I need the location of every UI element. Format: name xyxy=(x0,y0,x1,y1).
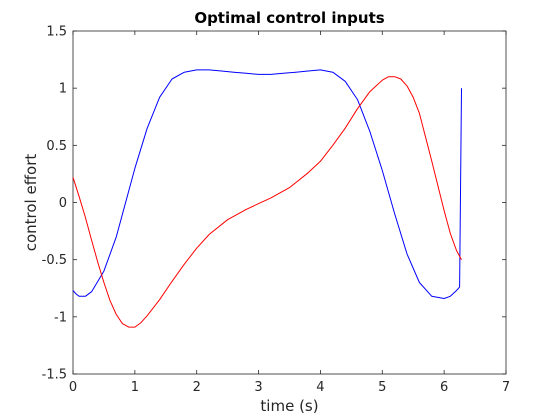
x-tick-label: 5 xyxy=(378,380,386,395)
x-tick-label: 1 xyxy=(131,380,139,395)
x-tick-label: 3 xyxy=(254,380,262,395)
y-tick-label: 1 xyxy=(59,82,67,97)
plot-frame xyxy=(72,30,507,375)
y-tick-label: -1.5 xyxy=(42,368,67,383)
x-tick-label: 7 xyxy=(502,380,510,395)
x-tick-label: 2 xyxy=(193,380,201,395)
series-line-2 xyxy=(72,76,462,328)
y-axis: -1.5 -1 -0.5 0 0.5 1 1.5 xyxy=(42,25,506,383)
y-tick-label: -1 xyxy=(54,310,67,325)
series-layer xyxy=(72,69,462,328)
y-tick-label: 0 xyxy=(59,196,67,211)
y-tick-label: 1.5 xyxy=(46,25,67,40)
y-axis-label: control effort xyxy=(22,154,40,252)
chart-title: Optimal control inputs xyxy=(194,9,384,27)
x-tick-label: 0 xyxy=(69,380,77,395)
y-tick-label: 0.5 xyxy=(46,139,67,154)
series-line-1 xyxy=(72,69,462,299)
plot-area xyxy=(72,30,507,375)
x-axis: 0 1 2 3 4 5 6 7 xyxy=(69,31,510,395)
x-axis-label: time (s) xyxy=(260,397,318,415)
y-tick-label: -0.5 xyxy=(42,253,67,268)
x-tick-label: 6 xyxy=(440,380,448,395)
x-tick-label: 4 xyxy=(316,380,324,395)
